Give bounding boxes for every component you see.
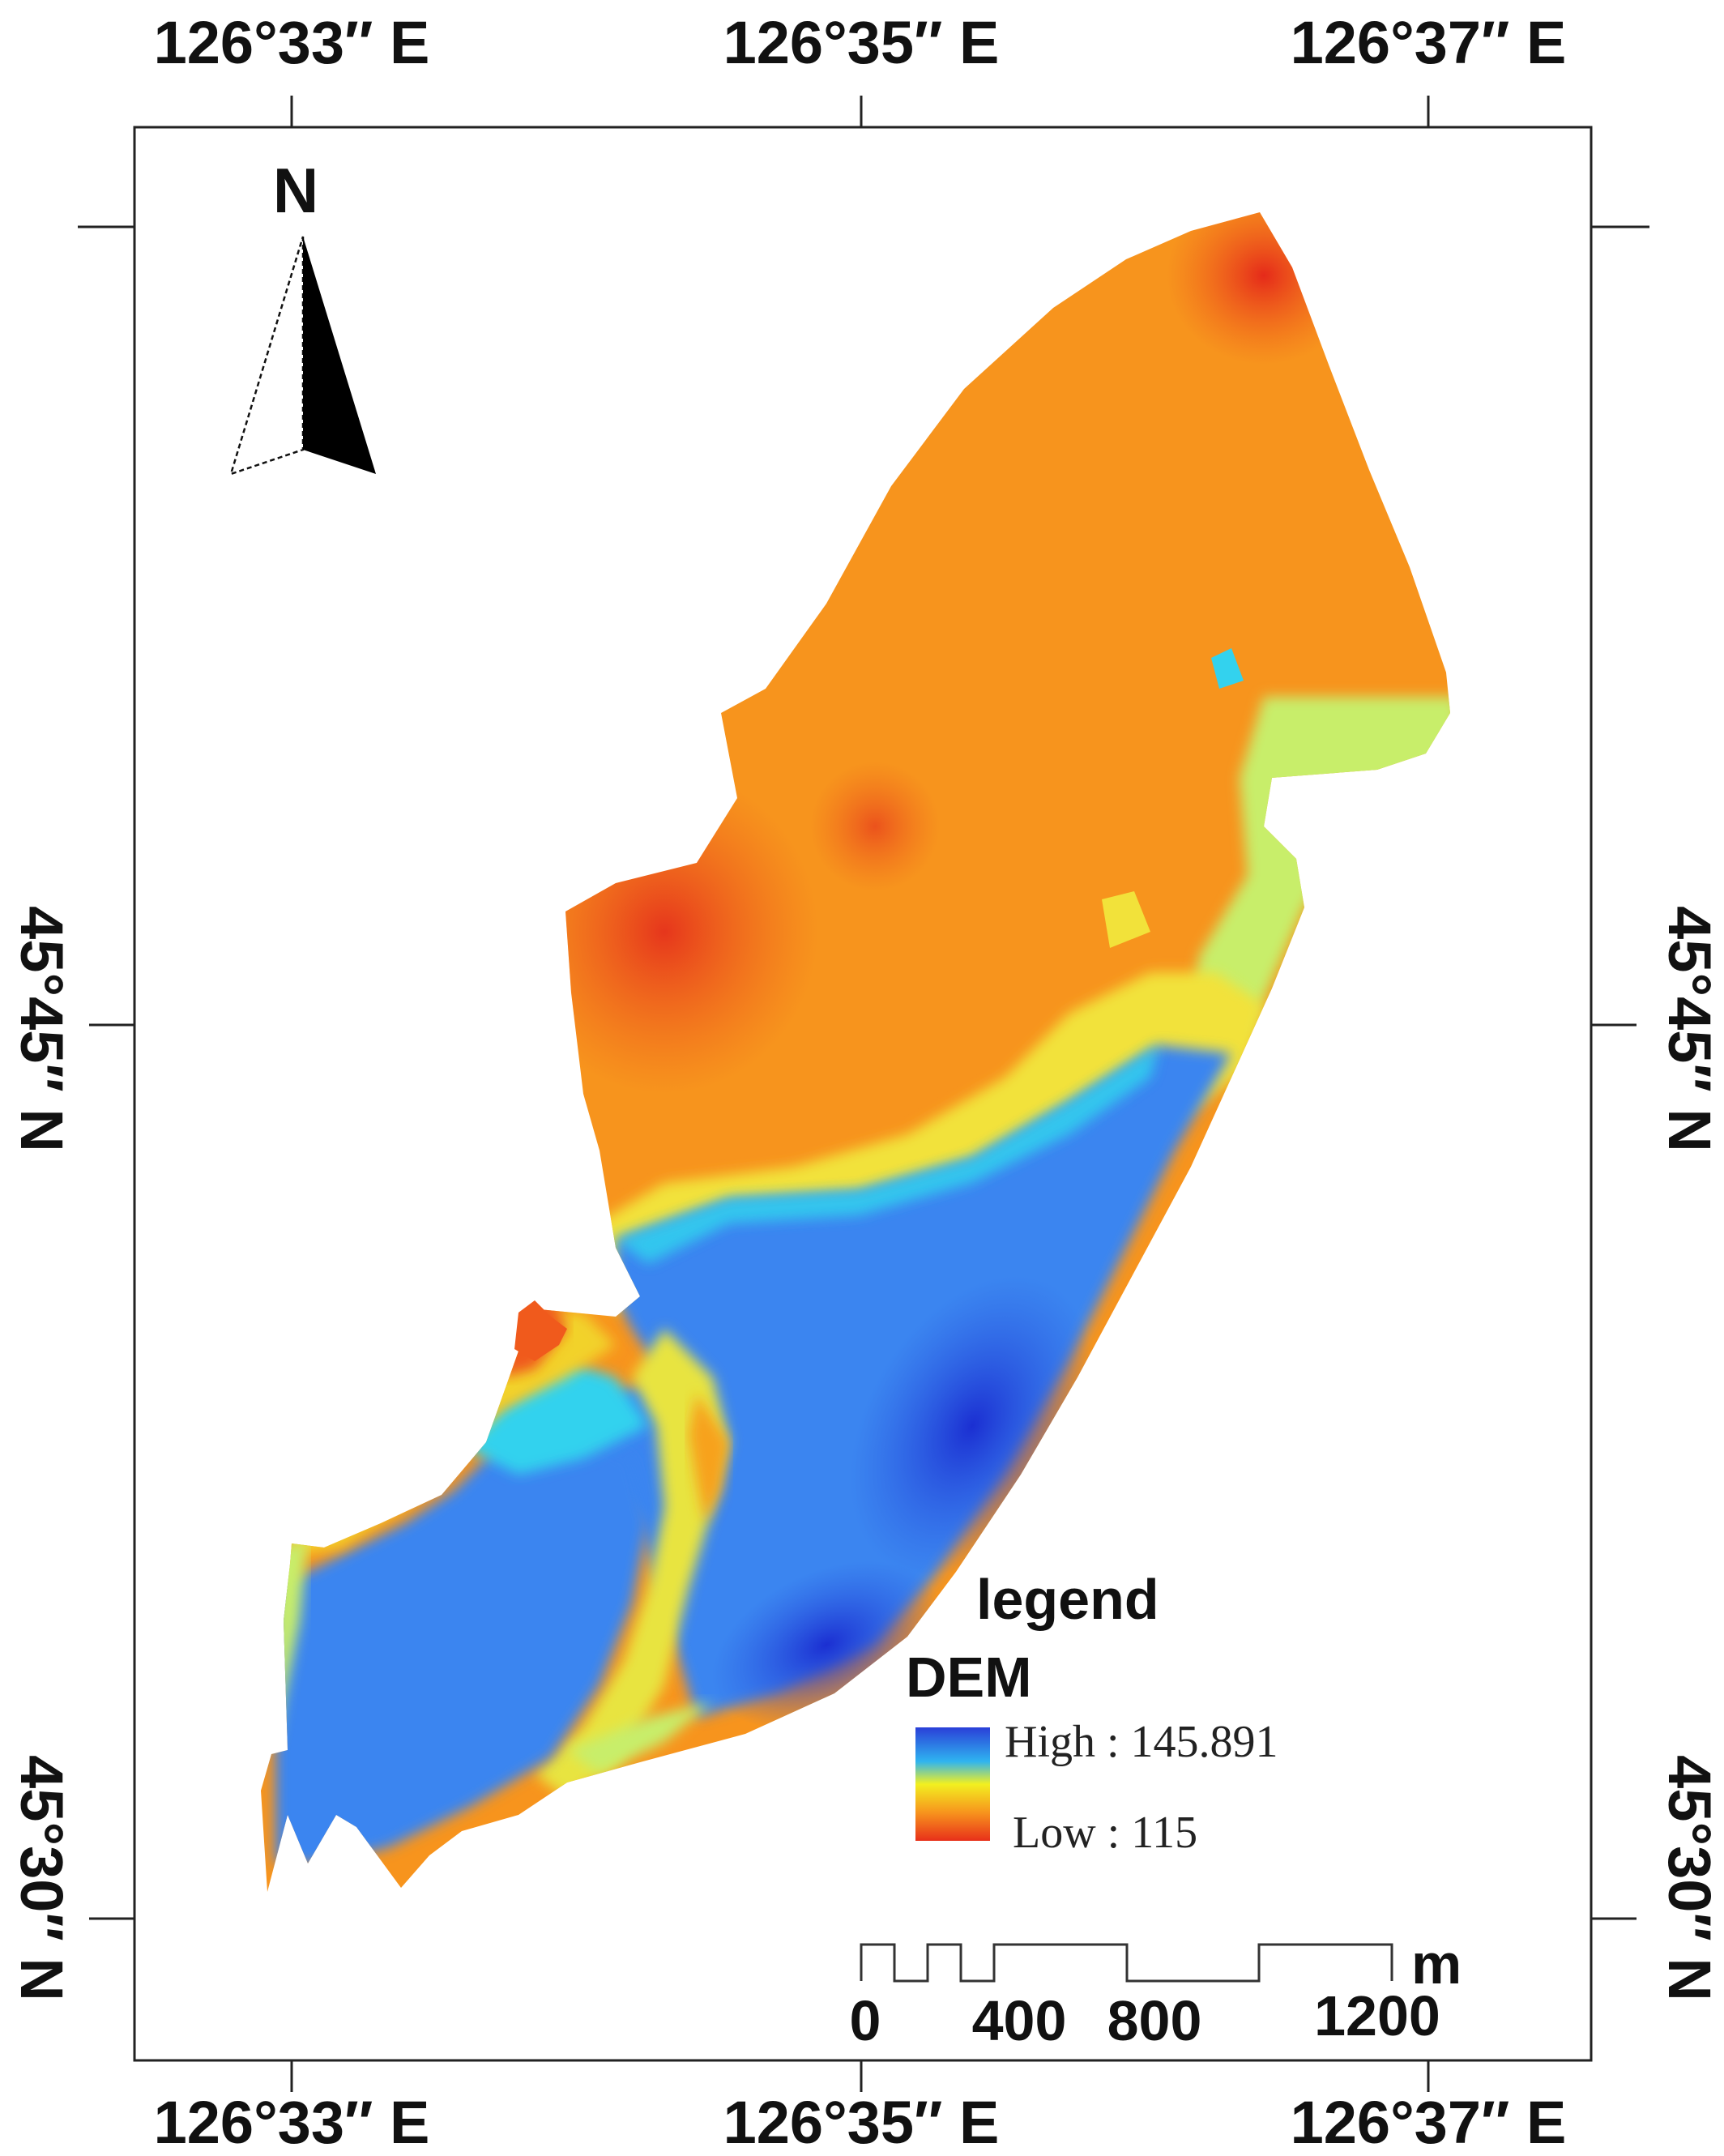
- left-label-2: 45°30″ N: [8, 1755, 75, 2001]
- scale-tick-400: 400: [972, 1989, 1067, 2052]
- top-label-2: 126°35″ E: [723, 9, 1000, 76]
- graticule-ticks: [78, 96, 1649, 2092]
- right-label-1: 45°45″ N: [1656, 906, 1723, 1152]
- legend-title: legend: [976, 1568, 1159, 1631]
- scale-tick-0: 0: [850, 1989, 881, 2052]
- top-label-3: 126°37″ E: [1291, 9, 1567, 76]
- scale-tick-1200: 1200: [1314, 1984, 1440, 2047]
- right-label-2: 45°30″ N: [1656, 1755, 1723, 2001]
- bottom-label-1: 126°33″ E: [154, 2089, 430, 2156]
- scale-tick-800: 800: [1107, 1989, 1202, 2052]
- legend-color-ramp: [915, 1727, 990, 1841]
- north-arrow-right-half: [303, 237, 376, 474]
- scale-unit: m: [1411, 1932, 1462, 1996]
- legend: legend DEM High : 145.891 Low : 115: [906, 1568, 1278, 1858]
- bottom-label-2: 126°35″ E: [723, 2089, 1000, 2156]
- north-label: N: [273, 155, 318, 226]
- north-arrow: N: [229, 155, 376, 476]
- dem-appendage: [514, 1300, 567, 1361]
- bottom-label-3: 126°37″ E: [1291, 2089, 1567, 2156]
- legend-low-label: Low : 115: [1013, 1808, 1197, 1858]
- scale-bar-line: [860, 1943, 1393, 1983]
- legend-high-label: High : 145.891: [1005, 1717, 1278, 1767]
- scale-bar: m 0 400 800 1200: [850, 1932, 1462, 2052]
- top-label-1: 126°33″ E: [154, 9, 430, 76]
- legend-layer-name: DEM: [906, 1646, 1032, 1709]
- left-label-1: 45°45″ N: [8, 906, 75, 1152]
